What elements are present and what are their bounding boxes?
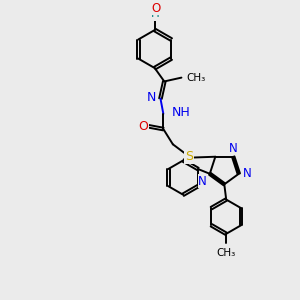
Text: CH₃: CH₃ <box>186 73 206 82</box>
Text: N: N <box>229 142 238 155</box>
Text: NH: NH <box>172 106 191 119</box>
Text: N: N <box>198 175 207 188</box>
Text: O: O <box>138 120 148 133</box>
Text: N: N <box>243 167 251 180</box>
Text: O: O <box>151 2 160 15</box>
Text: H: H <box>151 8 160 20</box>
Text: N: N <box>146 91 156 104</box>
Text: S: S <box>185 150 193 163</box>
Text: CH₃: CH₃ <box>217 248 236 258</box>
